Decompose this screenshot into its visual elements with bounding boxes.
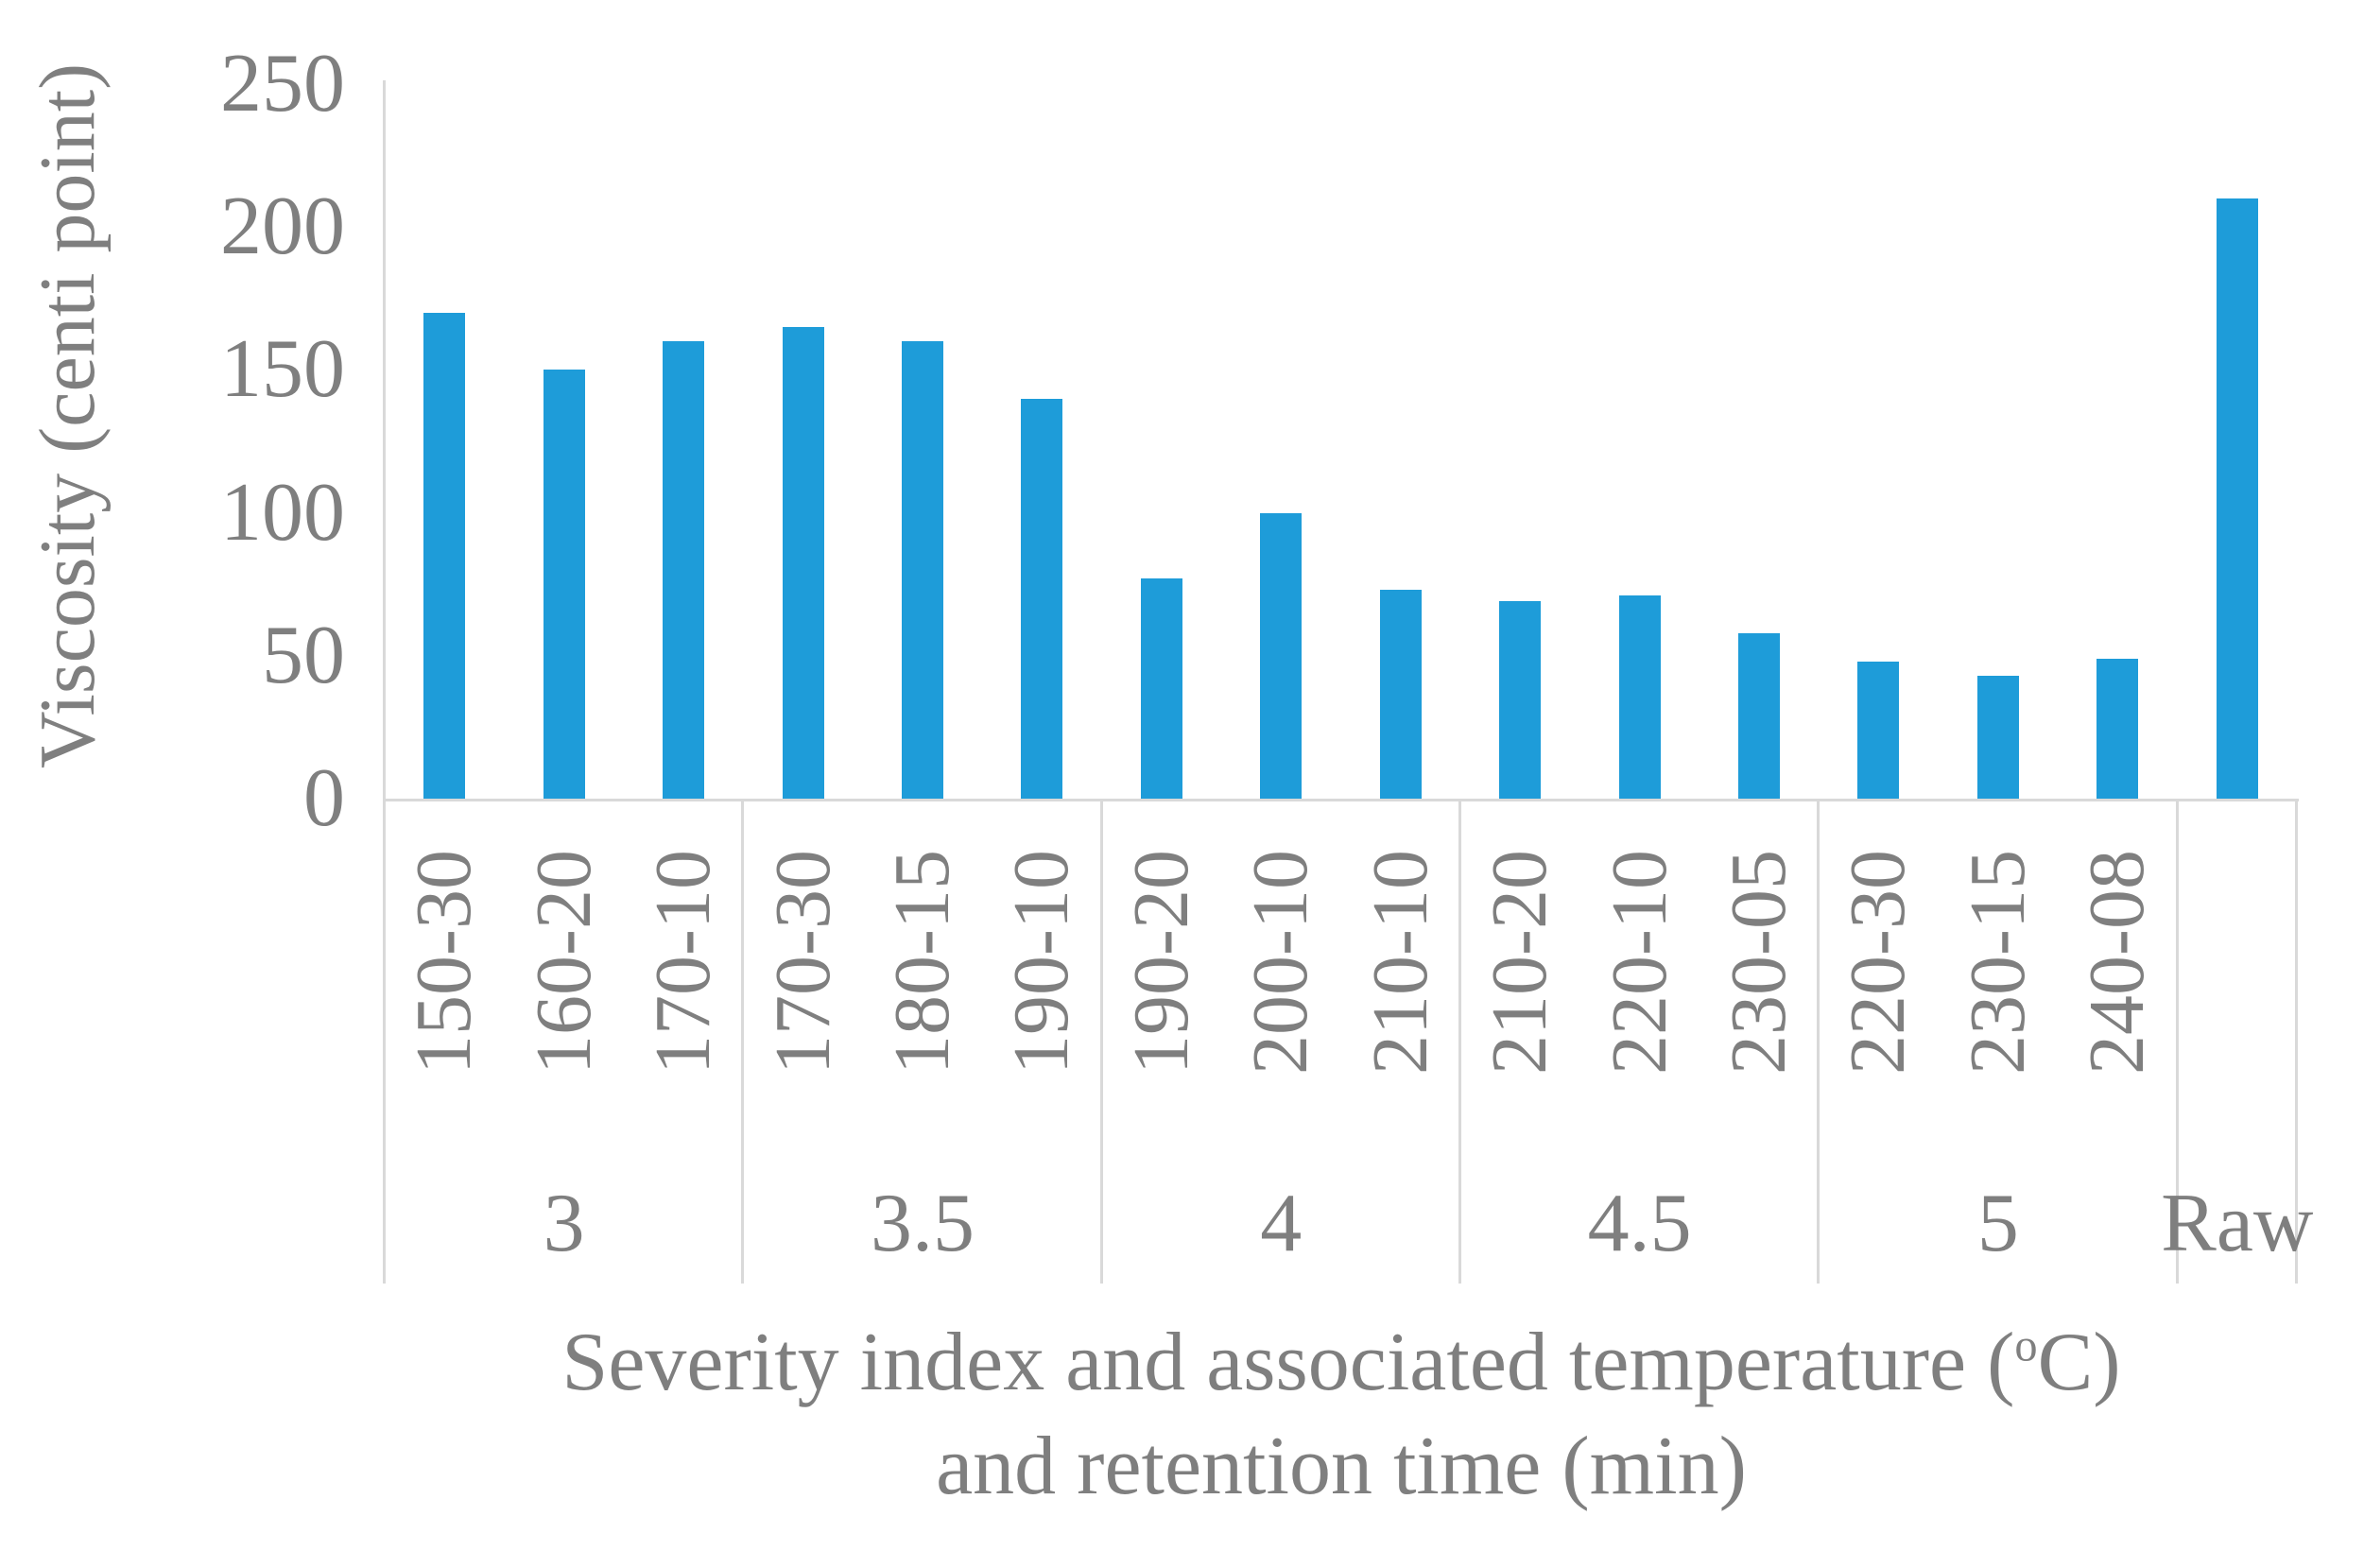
bar: [901, 341, 943, 799]
x-axis-line: [383, 799, 2299, 801]
bar: [782, 327, 824, 799]
group-separator-line: [1817, 801, 1820, 1284]
category-label: 230-05: [1715, 850, 1803, 1075]
bar: [1379, 590, 1422, 799]
bar: [1857, 661, 1900, 799]
category-label: 200-10: [1236, 850, 1325, 1075]
y-tick-label: 50: [262, 609, 345, 701]
y-tick-label: 0: [303, 752, 345, 844]
y-tick-label: 100: [220, 466, 345, 559]
bar: [1260, 512, 1303, 799]
bar: [2216, 198, 2258, 799]
category-label: 210-20: [1475, 850, 1564, 1075]
bar: [1499, 601, 1542, 799]
category-label: 160-20: [519, 850, 608, 1075]
bar: [543, 370, 585, 799]
category-label: 210-10: [1355, 850, 1444, 1075]
bar: [1618, 595, 1661, 799]
bar: [423, 312, 466, 799]
category-label: 240-08: [2073, 850, 2162, 1075]
group-label: 4.5: [1587, 1178, 1692, 1269]
y-axis-line: [383, 80, 386, 801]
category-label: 170-30: [758, 850, 847, 1075]
y-tick-label: 150: [220, 323, 345, 416]
bar: [1738, 632, 1781, 799]
x-axis-title-line2: and retention time (min): [936, 1421, 1747, 1512]
bar: [2097, 658, 2139, 799]
category-label: 220-30: [1834, 850, 1923, 1075]
degree-superscript: o: [2014, 1320, 2038, 1371]
group-separator-line: [741, 801, 745, 1284]
category-label: 180-15: [877, 850, 966, 1075]
group-separator-line: [1099, 801, 1103, 1284]
y-tick-label: 200: [220, 181, 345, 273]
group-label: 5: [1976, 1178, 2019, 1269]
group-label: 3.5: [870, 1178, 975, 1269]
group-label: Raw: [2161, 1178, 2314, 1269]
bar: [1140, 578, 1182, 799]
group-separator-line: [2175, 801, 2179, 1284]
x-axis-title-text-suffix: C): [2037, 1317, 2121, 1408]
bar: [1976, 675, 2019, 799]
bar: [1021, 398, 1063, 799]
y-tick-label: 250: [220, 38, 345, 129]
category-label: 170-10: [639, 850, 728, 1075]
x-axis-title-line1: Severity index and associated temperatur…: [561, 1321, 2120, 1404]
x-axis-title-text: Severity index and associated temperatur…: [561, 1317, 2015, 1408]
group-label: 4: [1260, 1178, 1303, 1269]
group-label: 3: [543, 1178, 585, 1269]
group-separator-line: [1458, 801, 1461, 1284]
category-label: 150-30: [400, 850, 489, 1075]
category-label: 190-20: [1116, 850, 1205, 1075]
group-separator-line: [383, 801, 386, 1284]
group-separator-line: [2295, 801, 2298, 1284]
category-label: 190-10: [997, 850, 1086, 1075]
category-label: 220-10: [1595, 850, 1683, 1075]
bar: [663, 341, 705, 799]
category-label: 230-15: [1953, 850, 2042, 1075]
